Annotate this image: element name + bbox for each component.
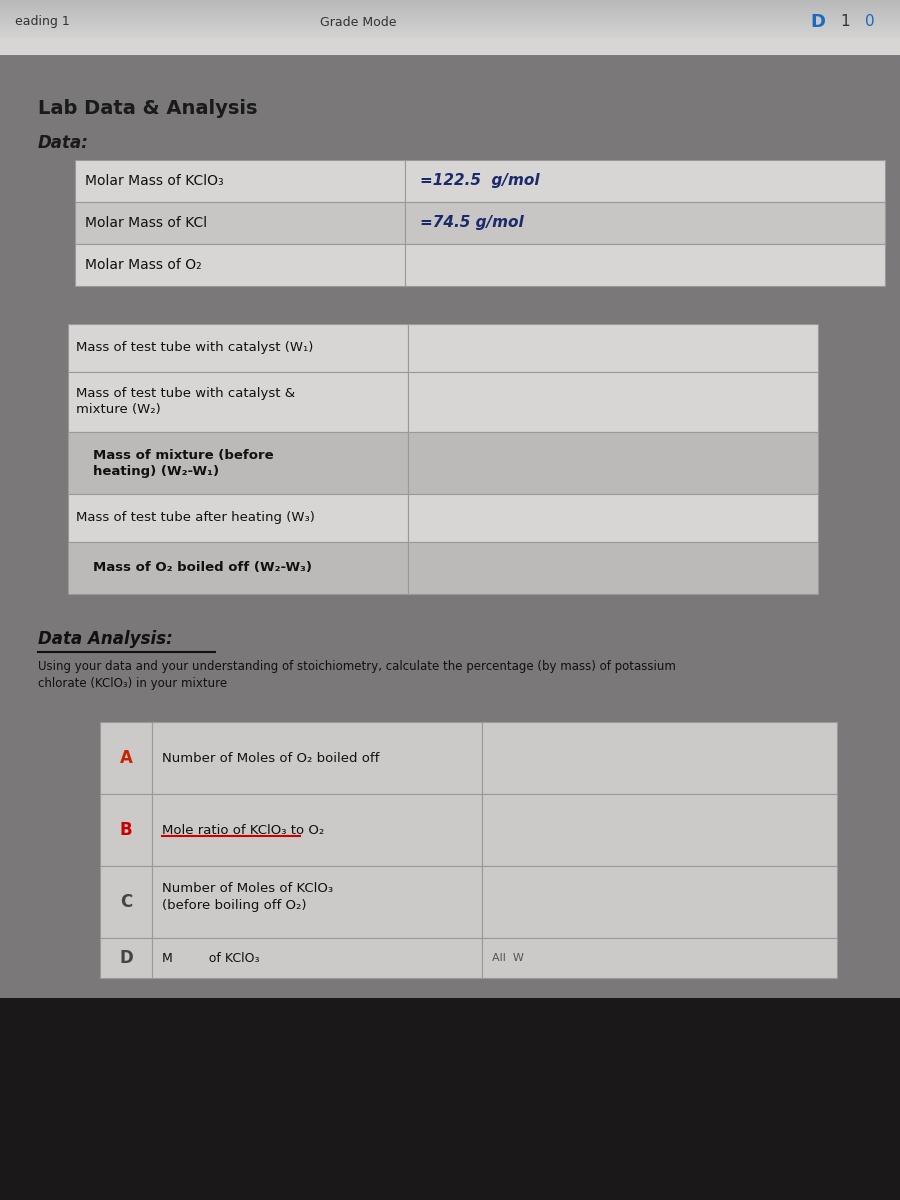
Bar — [152, 938, 482, 978]
Text: D: D — [810, 13, 825, 31]
Text: Mass of test tube with catalyst &
mixture (W₂): Mass of test tube with catalyst & mixtur… — [76, 388, 295, 416]
Text: C: C — [120, 893, 132, 911]
Text: Molar Mass of O₂: Molar Mass of O₂ — [85, 258, 202, 272]
Text: Data:: Data: — [38, 134, 89, 152]
Bar — [408, 542, 818, 594]
Bar — [75, 160, 405, 202]
Bar — [405, 202, 885, 244]
Text: Mass of mixture (before
heating) (W₂-W₁): Mass of mixture (before heating) (W₂-W₁) — [93, 449, 274, 478]
Text: Grade Mode: Grade Mode — [320, 16, 397, 29]
Text: B: B — [120, 821, 132, 839]
Bar — [408, 372, 818, 432]
Bar — [68, 324, 408, 372]
Text: Lab Data & Analysis: Lab Data & Analysis — [38, 98, 257, 118]
Bar — [408, 494, 818, 542]
Text: Number of Moles of O₂ boiled off: Number of Moles of O₂ boiled off — [162, 751, 380, 764]
Bar — [75, 244, 405, 286]
Bar — [482, 866, 837, 938]
Bar — [482, 938, 837, 978]
Text: M         of KClO₃: M of KClO₃ — [162, 952, 259, 965]
Bar — [100, 938, 152, 978]
Bar — [68, 372, 408, 432]
Bar — [0, 38, 900, 55]
Text: eading 1: eading 1 — [15, 16, 70, 29]
Text: All  W: All W — [492, 953, 524, 962]
Bar — [482, 794, 837, 866]
Text: Molar Mass of KCl: Molar Mass of KCl — [85, 216, 207, 230]
Text: A: A — [120, 749, 132, 767]
Bar — [0, 998, 900, 1200]
Text: Number of Moles of KClO₃
(before boiling off O₂): Number of Moles of KClO₃ (before boiling… — [162, 882, 333, 912]
Text: Mole ratio of KClO₃ to O₂: Mole ratio of KClO₃ to O₂ — [162, 823, 324, 836]
Bar — [68, 432, 408, 494]
Bar — [152, 794, 482, 866]
Bar — [152, 722, 482, 794]
Text: Mass of O₂ boiled off (W₂-W₃): Mass of O₂ boiled off (W₂-W₃) — [93, 562, 312, 575]
Bar — [100, 722, 152, 794]
Bar — [100, 794, 152, 866]
Text: 1: 1 — [840, 14, 850, 30]
Bar — [408, 324, 818, 372]
Bar — [405, 160, 885, 202]
Bar — [0, 0, 900, 55]
Bar — [100, 866, 152, 938]
Text: Molar Mass of KClO₃: Molar Mass of KClO₃ — [85, 174, 223, 188]
Bar — [482, 722, 837, 794]
Text: =122.5  g/mol: =122.5 g/mol — [420, 174, 540, 188]
Bar — [68, 494, 408, 542]
Bar — [152, 866, 482, 938]
Bar — [75, 202, 405, 244]
Text: 0: 0 — [865, 14, 875, 30]
Text: D: D — [119, 949, 133, 967]
Bar — [408, 432, 818, 494]
Bar — [405, 244, 885, 286]
Text: Mass of test tube after heating (W₃): Mass of test tube after heating (W₃) — [76, 511, 315, 524]
Text: Mass of test tube with catalyst (W₁): Mass of test tube with catalyst (W₁) — [76, 342, 313, 354]
Text: =74.5 g/mol: =74.5 g/mol — [420, 216, 524, 230]
Text: Data Analysis:: Data Analysis: — [38, 630, 173, 648]
Text: Using your data and your understanding of stoichiometry, calculate the percentag: Using your data and your understanding o… — [38, 660, 676, 690]
Bar — [68, 542, 408, 594]
